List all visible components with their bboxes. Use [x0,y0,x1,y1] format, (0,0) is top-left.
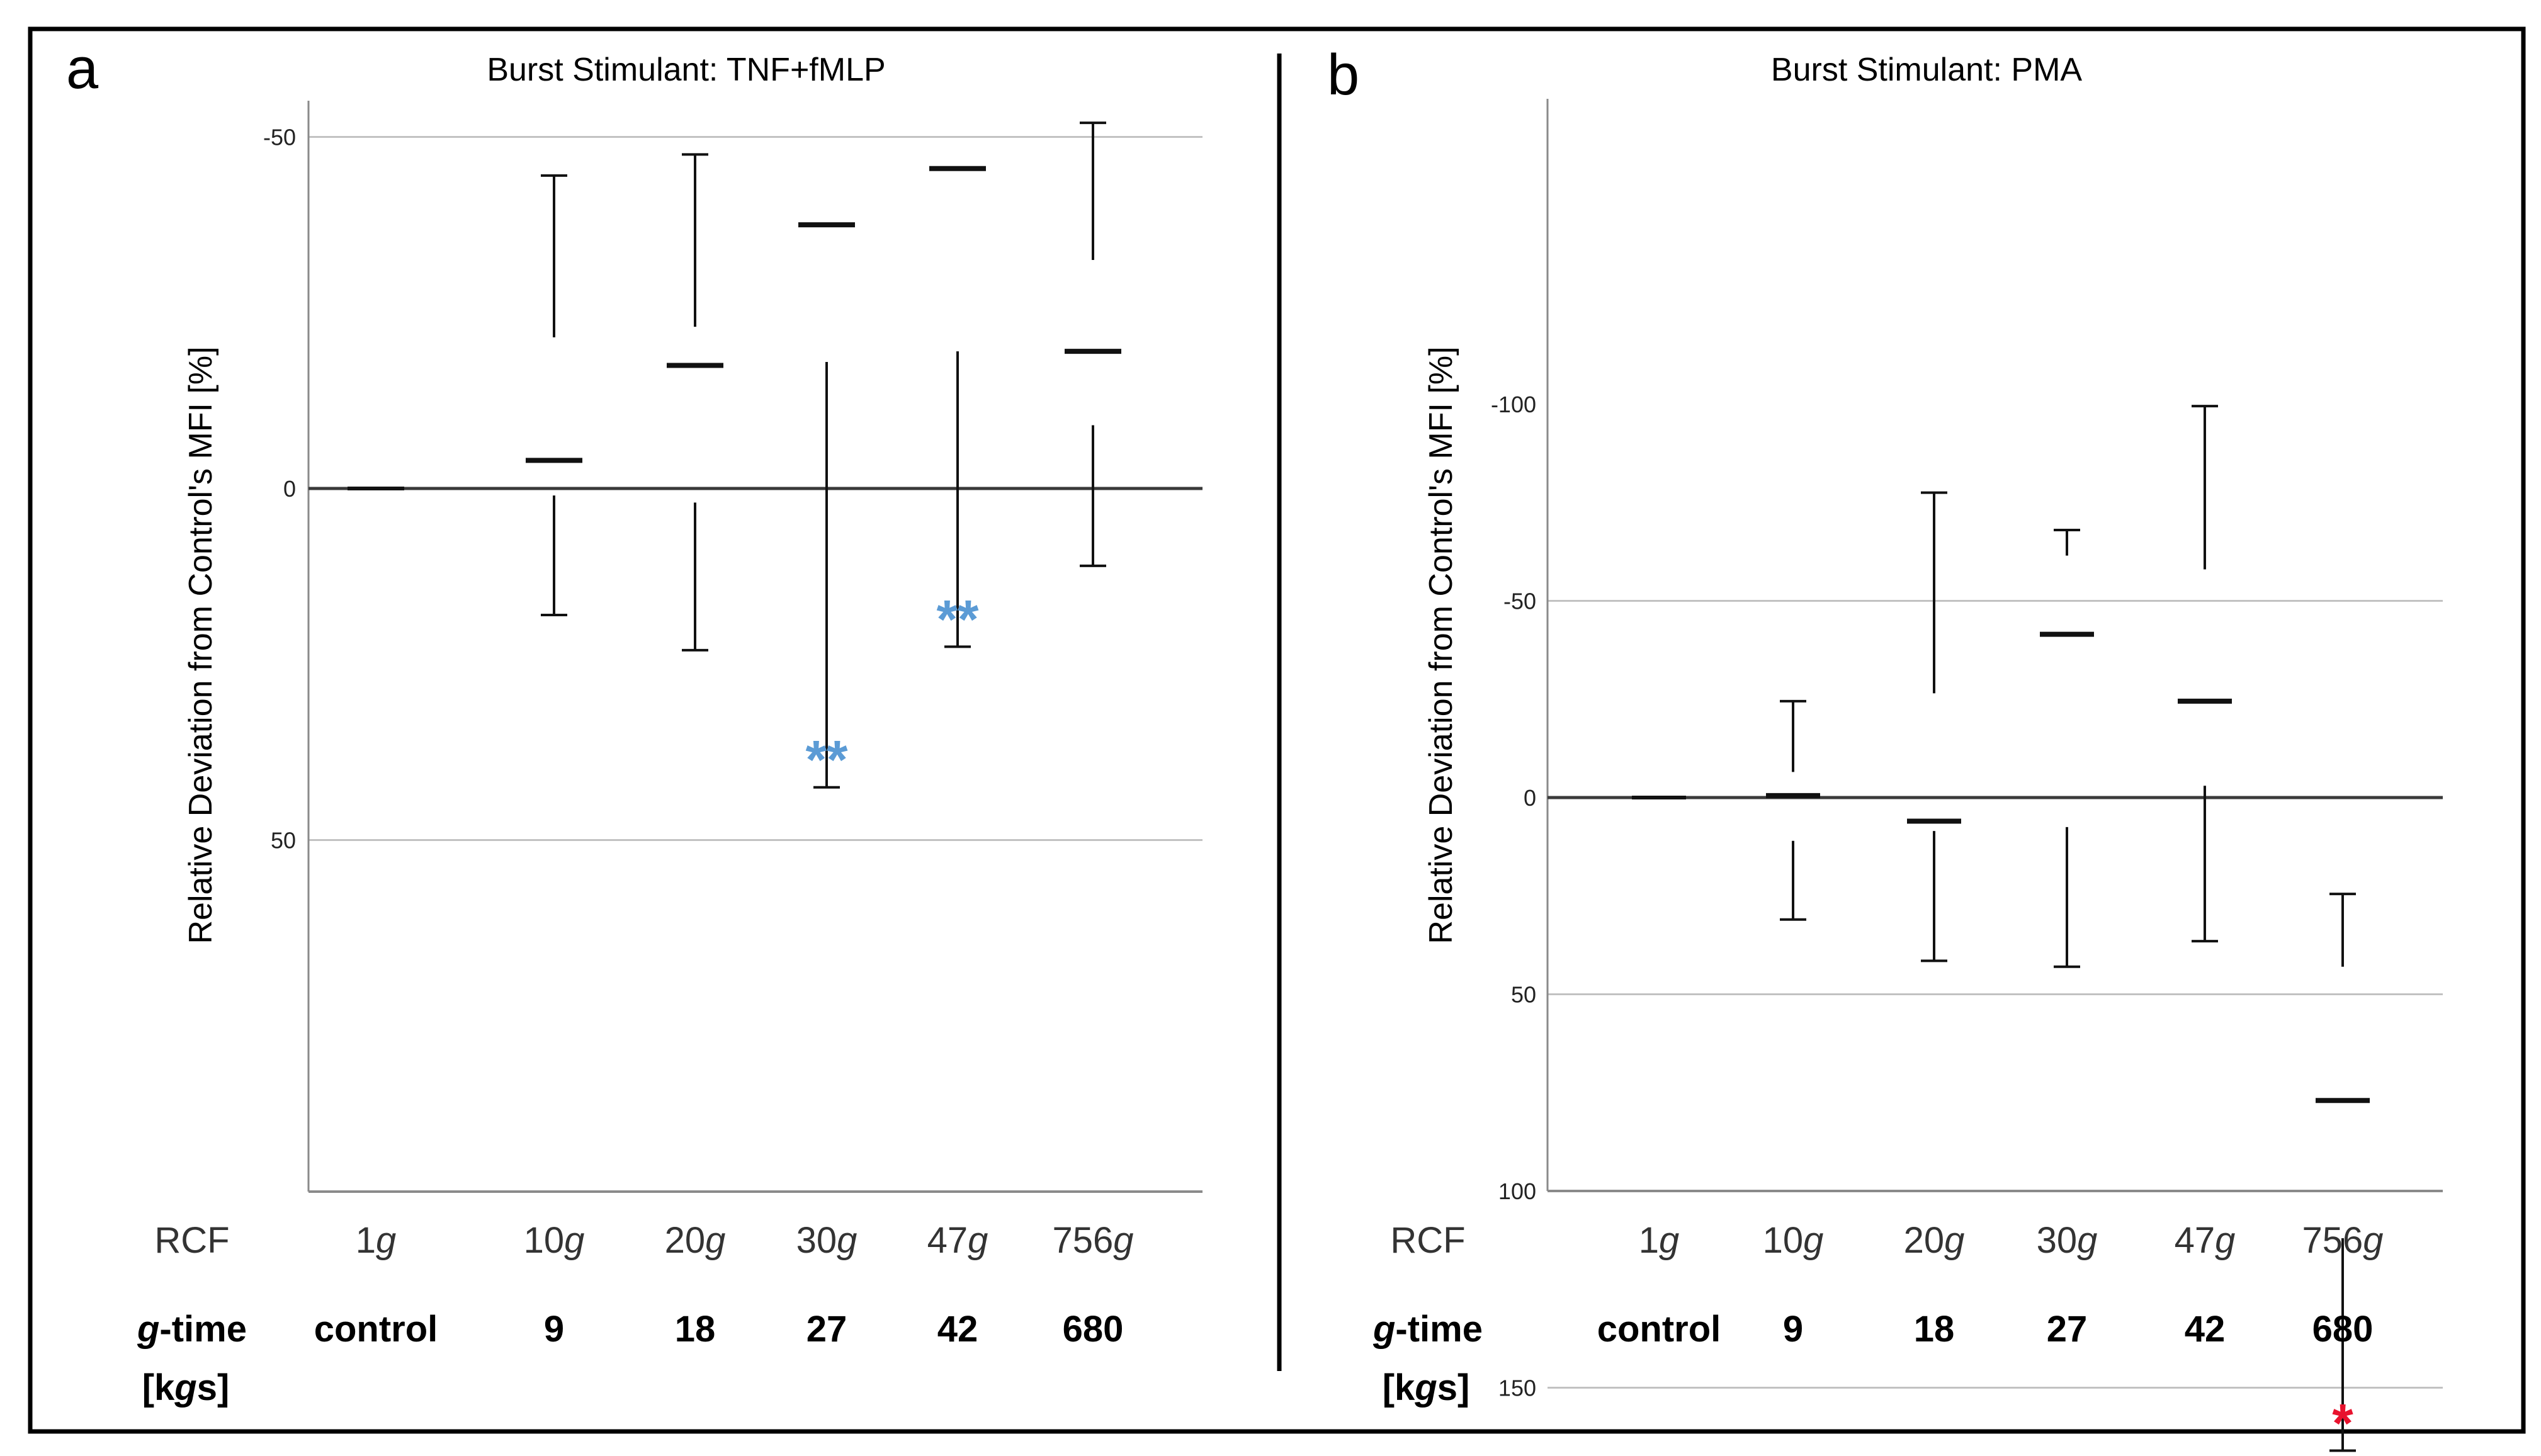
rcf-number: 30 [2037,1220,2078,1261]
gtime-value: 18 [675,1309,716,1350]
rcf-g-unit: g [2077,1220,2097,1261]
gtime-row-label: g-time [1372,1309,1483,1350]
rcf-number: 756 [1052,1220,1113,1261]
rcf-g-unit: g [968,1220,988,1261]
y-tick-label: 0 [283,476,296,502]
rcf-number: 47 [2175,1220,2216,1261]
rcf-number: 1 [356,1220,376,1261]
significance-marker: ** [937,589,979,650]
gtime-value: 27 [2047,1309,2088,1350]
rcf-number: 1 [1639,1220,1659,1261]
rcf-number: 47 [927,1220,968,1261]
y-tick-label: -100 [1491,392,1536,417]
rcf-value: 10g [1763,1220,1824,1261]
y-tick-label: -50 [263,125,296,150]
rcf-row-label: RCF [154,1220,229,1261]
rcf-number: 30 [796,1220,837,1261]
rcf-g-unit: g [1659,1220,1679,1261]
gtime-unit-label: [kgs] [142,1367,230,1408]
gtime-unit-open: [k [142,1367,175,1408]
gtime-value: 680 [1063,1309,1124,1350]
y-tick-label: 100 [1498,1178,1536,1204]
rcf-value: 47g [927,1220,988,1261]
rcf-value: 20g [1904,1220,1965,1261]
gtime-value: 27 [806,1309,847,1350]
significance-marker: * [2332,1394,2353,1454]
chart-title: Burst Stimulant: TNF+fMLP [487,52,885,88]
rcf-number: 20 [1904,1220,1945,1261]
gtime-value: 18 [1914,1309,1955,1350]
rcf-g-unit: g [376,1220,396,1261]
gtime-row-label: g-time [137,1309,247,1350]
figure-frame [28,26,2526,1434]
y-axis-label: Relative Deviation from Control's MFI [%… [1423,346,1459,944]
rcf-value: 30g [796,1220,857,1261]
gtime-label-suffix: -time [1395,1309,1483,1350]
rcf-value: 756g [1052,1220,1133,1261]
rcf-number: 10 [1763,1220,1804,1261]
gtime-label-g: g [1372,1309,1395,1350]
chart-title: Burst Stimulant: PMA [1771,52,2082,88]
rcf-number: 756 [2302,1220,2363,1261]
gtime-unit-close: s] [1437,1367,1470,1408]
gtime-value: 42 [2185,1309,2226,1350]
y-tick-label: 50 [1511,982,1536,1008]
gtime-unit-close: s] [197,1367,230,1408]
panel-b: b Burst Stimulant: PMA 150 100 50 0 -50 -100 Rel… [1327,43,2443,1454]
panel-label: b [1327,43,1359,107]
rcf-value: 30g [2037,1220,2098,1261]
rcf-g-unit: g [1944,1220,1964,1261]
gtime-value: 680 [2312,1309,2374,1350]
rcf-value: 756g [2302,1220,2383,1261]
rcf-value: 10g [524,1220,585,1261]
gtime-value: 42 [937,1309,978,1350]
y-tick-label: -50 [1503,589,1536,614]
y-axis-label: Relative Deviation from Control's MFI [%… [183,346,219,944]
rcf-g-unit: g [1803,1220,1823,1261]
gtime-label-g: g [137,1309,159,1350]
rcf-value: 20g [665,1220,726,1261]
gtime-unit-open: [k [1383,1367,1415,1408]
rcf-value: 1g [1639,1220,1680,1261]
rcf-g-unit: g [564,1220,584,1261]
y-tick-label: 50 [271,828,296,854]
gtime-label-suffix: -time [159,1309,247,1350]
gtime-value: 9 [544,1309,564,1350]
rcf-g-unit: g [2215,1220,2235,1261]
gtime-value: control [314,1309,438,1350]
rcf-value: 1g [356,1220,397,1261]
y-tick-label: 0 [1524,785,1536,811]
rcf-number: 10 [524,1220,565,1261]
rcf-row-label: RCF [1390,1220,1465,1261]
rcf-value: 47g [2175,1220,2236,1261]
rcf-g-unit: g [2363,1220,2383,1261]
gtime-value: 9 [1783,1309,1803,1350]
gtime-unit-g: g [1414,1367,1437,1408]
y-tick-label: 150 [1498,1375,1536,1401]
gtime-unit-label: [kgs] [1383,1367,1470,1408]
panel-label: a [66,37,99,101]
rcf-number: 20 [665,1220,706,1261]
significance-marker: ** [806,730,848,791]
rcf-g-unit: g [837,1220,857,1261]
rcf-g-unit: g [1113,1220,1133,1261]
gtime-value: control [1597,1309,1721,1350]
gtime-unit-g: g [174,1367,196,1408]
rcf-g-unit: g [705,1220,725,1261]
